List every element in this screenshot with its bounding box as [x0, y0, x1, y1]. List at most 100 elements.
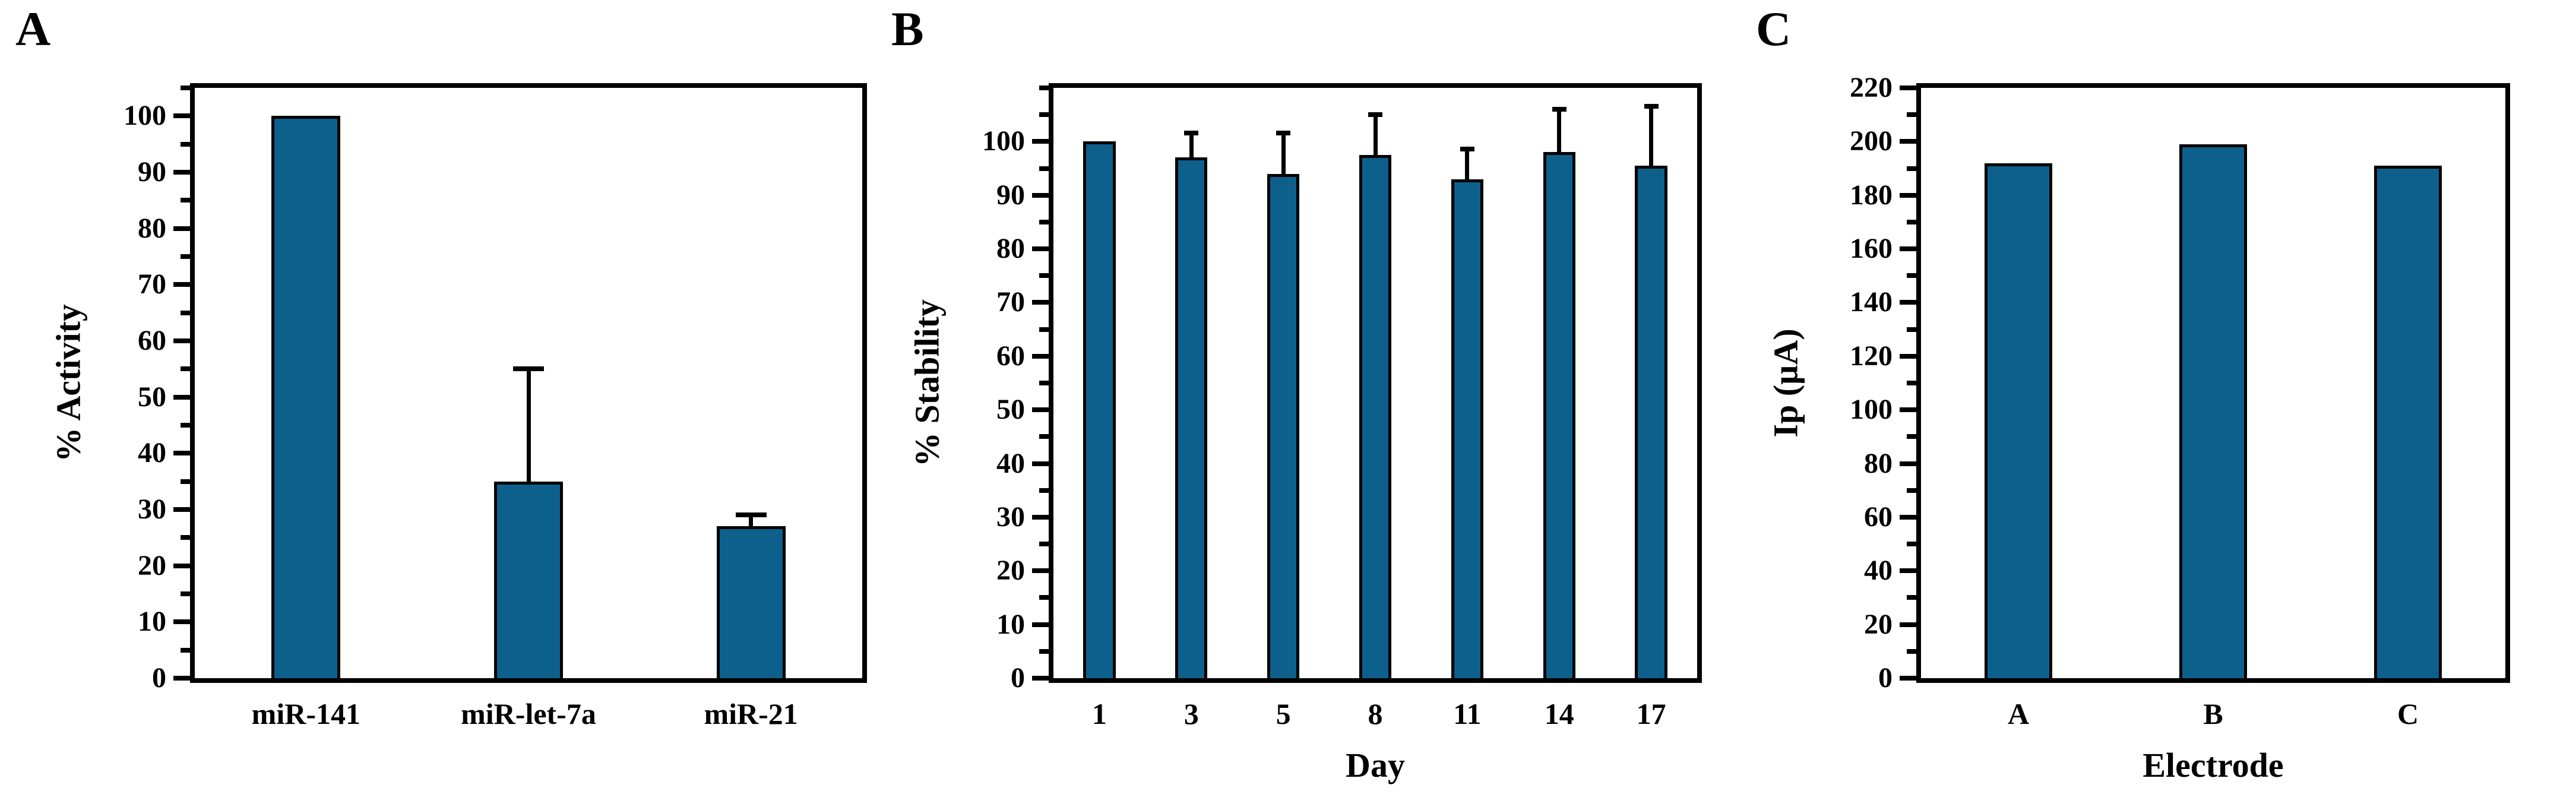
y-minor-tick-mark — [1907, 112, 1916, 118]
y-tick-label: 10 — [138, 606, 166, 638]
y-tick-label: 100 — [982, 125, 1025, 157]
error-bar-cap — [1184, 131, 1199, 136]
x-tick-label: 5 — [1276, 697, 1291, 730]
y-tick-label: 20 — [996, 555, 1025, 587]
y-major-tick-mark — [1900, 192, 1916, 198]
y-major-tick-mark — [1032, 676, 1049, 681]
x-tick-label: B — [2203, 697, 2223, 730]
y-major-tick-mark — [1032, 461, 1049, 466]
y-minor-tick-mark — [181, 647, 190, 653]
y-minor-tick-mark — [181, 310, 190, 315]
y-minor-tick-mark — [1907, 273, 1916, 279]
panel-c: C Ip (µA) Electrode 0 20 40 60 80 100 120 140 16… — [1717, 0, 2576, 810]
y-major-tick-mark — [1900, 407, 1916, 413]
bar — [493, 481, 564, 678]
y-major-tick-mark — [1900, 622, 1916, 627]
y-tick-label: 20 — [1864, 608, 1893, 640]
y-tick-label: 80 — [138, 212, 166, 244]
y-major-tick-mark — [1900, 246, 1916, 252]
error-bar-cap — [735, 512, 767, 517]
y-minor-tick-mark — [1907, 381, 1916, 385]
panel-label-b: B — [891, 2, 924, 56]
error-bar-line — [1281, 131, 1286, 174]
y-major-tick-mark — [1900, 86, 1916, 90]
y-tick-label: 160 — [1850, 233, 1893, 265]
y-major-tick-mark — [173, 282, 190, 287]
panel-a: A % Activity 0 10 20 30 40 50 60 70 80 90 100 miR-1… — [0, 0, 867, 810]
x-tick-label: miR-141 — [251, 697, 360, 730]
y-major-tick-mark — [173, 113, 190, 119]
y-minor-tick-mark — [1907, 219, 1916, 224]
bar — [2179, 144, 2248, 678]
y-tick-label: 0 — [152, 662, 166, 694]
y-minor-tick-mark — [1907, 166, 1916, 171]
y-minor-tick-mark — [1907, 434, 1916, 439]
y-tick-label: 30 — [996, 501, 1025, 533]
y-minor-tick-mark — [181, 254, 190, 259]
y-minor-tick-mark — [181, 198, 190, 203]
y-minor-tick-mark — [181, 86, 190, 90]
bar — [1543, 152, 1575, 678]
y-tick-label: 100 — [1850, 394, 1893, 426]
y-minor-tick-mark — [1907, 595, 1916, 600]
y-minor-tick-mark — [1039, 595, 1049, 600]
panel-b: B % Stability Day 0 10 20 30 40 50 60 70 80 90 100… — [859, 0, 1717, 810]
y-tick-label: 220 — [1850, 72, 1893, 103]
bar — [1984, 163, 2053, 678]
y-major-tick-mark — [1032, 568, 1049, 574]
y-tick-label: 40 — [996, 447, 1025, 479]
y-major-tick-mark — [1900, 461, 1916, 466]
bar — [1267, 173, 1300, 678]
error-bar-cap — [1460, 147, 1474, 152]
y-major-tick-mark — [173, 338, 190, 343]
x-tick-label: miR-let-7a — [461, 697, 596, 730]
error-bar-cap — [1644, 104, 1659, 109]
error-bar-line — [526, 366, 531, 482]
x-tick-label: C — [2397, 697, 2419, 730]
x-tick-label: 3 — [1183, 697, 1199, 730]
y-tick-label: 50 — [138, 381, 166, 413]
panel-label-c: C — [1756, 2, 1792, 56]
y-minor-tick-mark — [1907, 648, 1916, 654]
y-major-tick-mark — [1032, 407, 1049, 413]
y-minor-tick-mark — [1039, 219, 1049, 224]
error-bar-cap — [1276, 131, 1291, 136]
y-tick-label: 140 — [1850, 286, 1893, 318]
error-bar-cap — [513, 366, 544, 371]
y-tick-label: 120 — [1850, 340, 1893, 372]
x-tick-label: miR-21 — [704, 697, 798, 730]
y-tick-label: 40 — [1864, 555, 1893, 587]
bar — [1451, 179, 1483, 678]
y-minor-tick-mark — [1039, 381, 1049, 385]
panel-label-a: A — [15, 2, 51, 56]
error-bar-cap — [1552, 106, 1567, 112]
y-tick-label: 60 — [1864, 501, 1893, 533]
error-bar-cap — [1368, 112, 1382, 117]
y-minor-tick-mark — [1039, 648, 1049, 654]
error-bar-line — [1465, 147, 1470, 179]
bar — [271, 116, 341, 678]
y-major-tick-mark — [173, 507, 190, 512]
error-bar-line — [1557, 106, 1562, 153]
error-bar-line — [749, 512, 754, 527]
y-tick-label: 50 — [996, 394, 1025, 426]
y-tick-label: 0 — [1878, 662, 1893, 694]
y-axis-label-b: % Stability — [907, 299, 947, 467]
x-tick-label: A — [2007, 697, 2030, 730]
y-minor-tick-mark — [181, 535, 190, 540]
y-minor-tick-mark — [1039, 327, 1049, 332]
bar — [1359, 154, 1392, 678]
x-axis-label-c: Electrode — [2143, 746, 2284, 784]
x-tick-label: 8 — [1368, 697, 1383, 730]
y-tick-label: 10 — [996, 608, 1025, 640]
y-major-tick-mark — [1032, 192, 1049, 198]
y-major-tick-mark — [1032, 246, 1049, 252]
y-tick-label: 40 — [138, 437, 166, 469]
y-major-tick-mark — [1032, 353, 1049, 359]
x-tick-label: 11 — [1453, 697, 1482, 730]
y-minor-tick-mark — [181, 141, 190, 147]
y-tick-label: 0 — [1011, 662, 1025, 694]
error-bar-line — [1189, 131, 1194, 158]
y-minor-tick-mark — [181, 591, 190, 596]
y-minor-tick-mark — [181, 423, 190, 428]
